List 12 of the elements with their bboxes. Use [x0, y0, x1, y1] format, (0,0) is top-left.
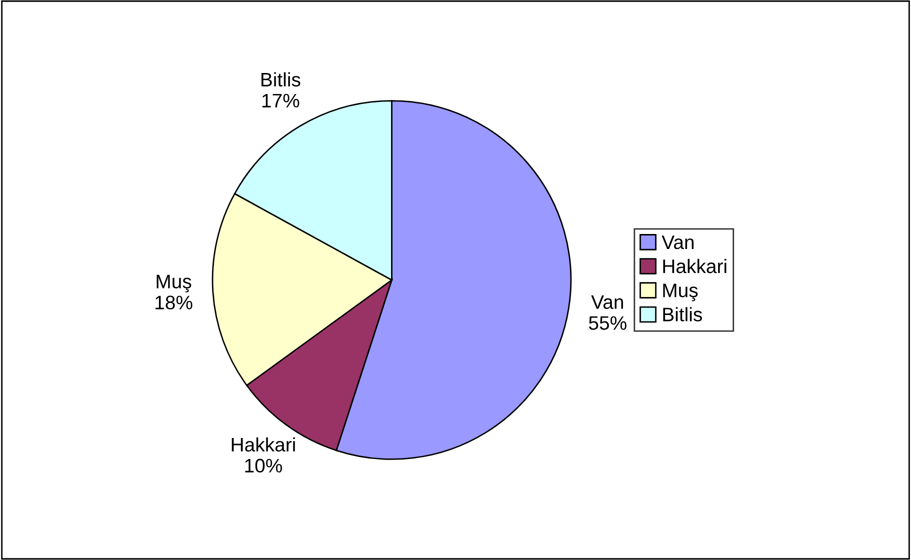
- slice-label: Muş: [156, 274, 192, 292]
- slice-label: Van: [591, 295, 623, 309]
- legend-label: Bitlis: [663, 307, 702, 322]
- data-label: 17%: [262, 94, 300, 108]
- slice-label: Bitlis: [262, 72, 300, 87]
- slice-label: Hakkari: [232, 437, 295, 452]
- legend-label: Van: [662, 236, 694, 250]
- data-label: 18%: [156, 296, 192, 310]
- legend-label: Muş: [663, 284, 698, 302]
- legend-label: Hakkari: [663, 258, 726, 274]
- data-label: 55%: [588, 316, 626, 330]
- data-label: 10%: [245, 458, 282, 473]
